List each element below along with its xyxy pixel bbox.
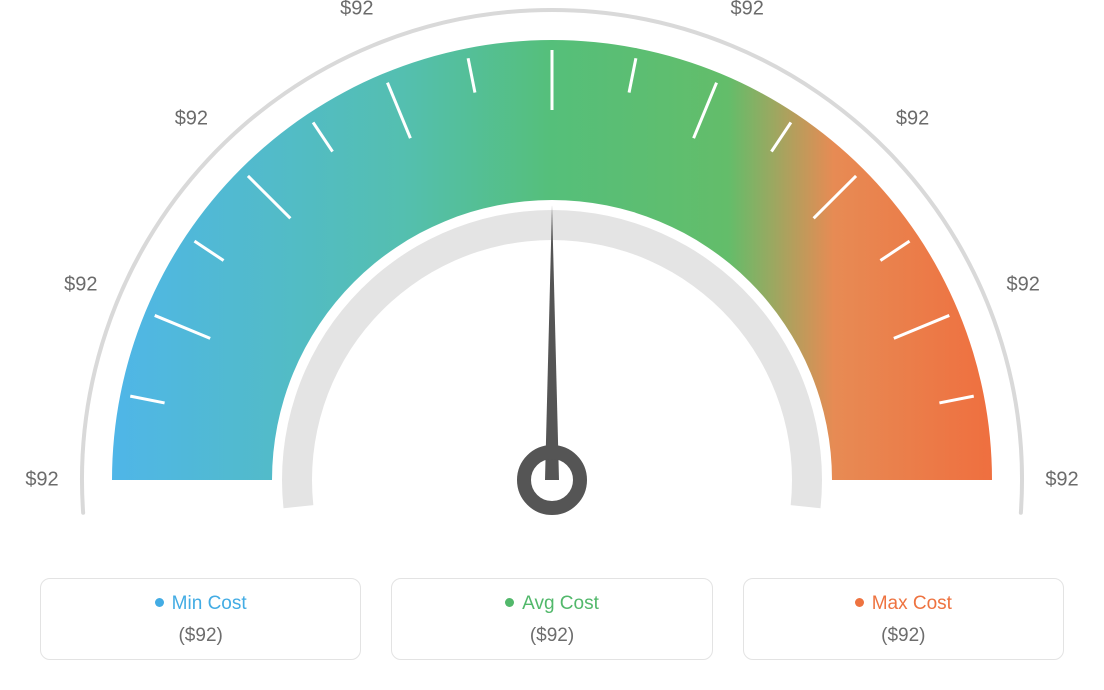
gauge-chart-container: $92$92$92$92$92$92$92$92$92 Min Cost ($9… (0, 0, 1104, 690)
gauge-scale-label: $92 (25, 469, 58, 492)
gauge-area: $92$92$92$92$92$92$92$92$92 (0, 0, 1104, 560)
min-cost-value: ($92) (51, 625, 350, 647)
max-cost-title: Max Cost (754, 593, 1053, 615)
avg-cost-card: Avg Cost ($92) (391, 578, 712, 660)
max-cost-value: ($92) (754, 625, 1053, 647)
gauge-scale-label: $92 (64, 273, 97, 296)
max-cost-label: Max Cost (872, 593, 952, 614)
max-cost-card: Max Cost ($92) (743, 578, 1064, 660)
gauge-scale-label: $92 (1006, 273, 1039, 296)
gauge-scale-label: $92 (1045, 469, 1078, 492)
avg-cost-label: Avg Cost (522, 593, 599, 614)
gauge-needle (524, 205, 580, 508)
gauge-scale-label: $92 (730, 0, 763, 20)
min-cost-card: Min Cost ($92) (40, 578, 361, 660)
summary-cards: Min Cost ($92) Avg Cost ($92) Max Cost (… (40, 578, 1064, 660)
avg-cost-dot (505, 598, 514, 607)
min-cost-title: Min Cost (51, 593, 350, 615)
min-cost-dot (155, 598, 164, 607)
avg-cost-title: Avg Cost (402, 593, 701, 615)
gauge-scale-label: $92 (175, 108, 208, 131)
gauge-svg (0, 0, 1104, 560)
avg-cost-value: ($92) (402, 625, 701, 647)
gauge-scale-label: $92 (896, 108, 929, 131)
gauge-scale-label: $92 (340, 0, 373, 20)
max-cost-dot (855, 598, 864, 607)
min-cost-label: Min Cost (172, 593, 247, 614)
